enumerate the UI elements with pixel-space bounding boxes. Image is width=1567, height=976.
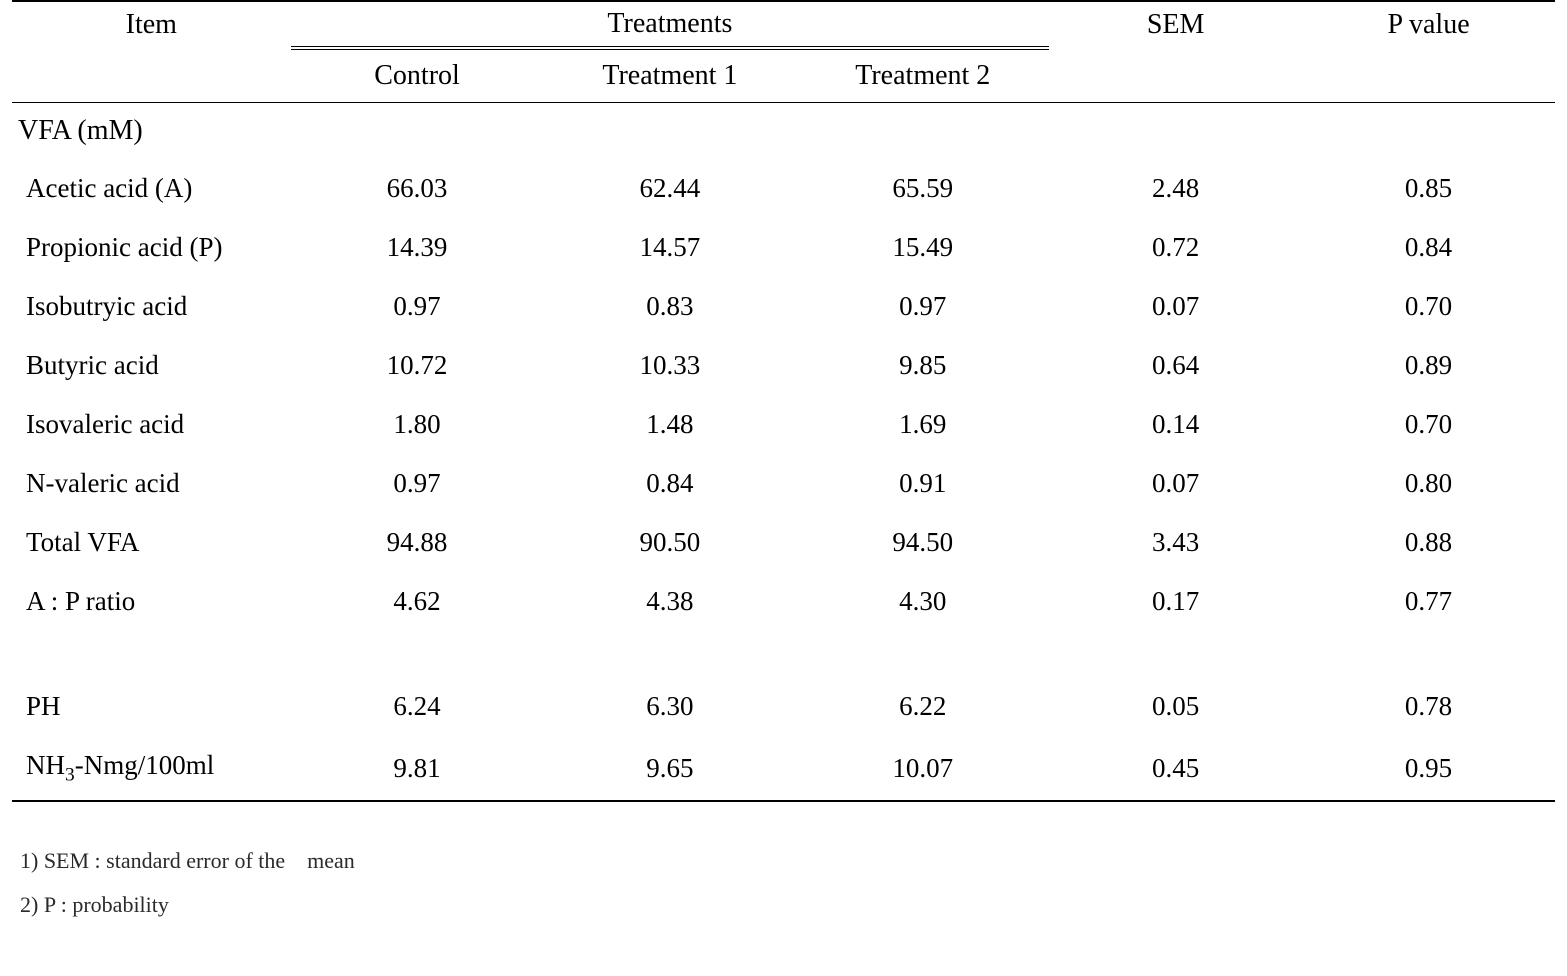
cell-value: 15.49: [796, 218, 1049, 277]
cell-value: 66.03: [291, 159, 544, 218]
cell-label: NH3-Nmg/100ml: [12, 736, 291, 801]
table-row: Isovaleric acid 1.80 1.48 1.69 0.14 0.70: [12, 395, 1555, 454]
cell-value: 14.39: [291, 218, 544, 277]
cell-value: 10.07: [796, 736, 1049, 801]
cell-label: PH: [12, 677, 291, 736]
cell-label: A : P ratio: [12, 572, 291, 631]
cell-value: 0.85: [1302, 159, 1555, 218]
cell-value: 1.80: [291, 395, 544, 454]
cell-value: 0.83: [543, 277, 796, 336]
data-table: Item Treatments SEM P value Control Trea…: [12, 0, 1555, 802]
cell-value: 4.30: [796, 572, 1049, 631]
cell-label: Isobutryic acid: [12, 277, 291, 336]
cell-value: 4.38: [543, 572, 796, 631]
cell-value: 6.22: [796, 677, 1049, 736]
cell-value: 2.48: [1049, 159, 1302, 218]
cell-value: 0.97: [291, 454, 544, 513]
cell-value: 94.50: [796, 513, 1049, 572]
cell-value: 0.78: [1302, 677, 1555, 736]
footnote: 1) SEM : standard error of the mean: [20, 848, 1555, 874]
table-row: Propionic acid (P) 14.39 14.57 15.49 0.7…: [12, 218, 1555, 277]
cell-value: 0.05: [1049, 677, 1302, 736]
footnotes: 1) SEM : standard error of the mean 2) P…: [12, 848, 1555, 918]
cell-value: 1.69: [796, 395, 1049, 454]
table-row: Acetic acid (A) 66.03 62.44 65.59 2.48 0…: [12, 159, 1555, 218]
section-label-vfa: VFA (mM): [12, 103, 1555, 160]
table-row: A : P ratio 4.62 4.38 4.30 0.17 0.77: [12, 572, 1555, 631]
cell-label: Butyric acid: [12, 336, 291, 395]
cell-value: 9.85: [796, 336, 1049, 395]
cell-value: 0.88: [1302, 513, 1555, 572]
cell-value: 6.24: [291, 677, 544, 736]
col-header-treatments: Treatments: [291, 1, 1050, 48]
cell-value: 0.84: [1302, 218, 1555, 277]
cell-value: 6.30: [543, 677, 796, 736]
col-header-sem: SEM: [1049, 1, 1302, 48]
cell-value: 10.72: [291, 336, 544, 395]
cell-value: 9.81: [291, 736, 544, 801]
cell-value: 62.44: [543, 159, 796, 218]
col-header-treatment2: Treatment 2: [796, 48, 1049, 103]
table-row: Isobutryic acid 0.97 0.83 0.97 0.07 0.70: [12, 277, 1555, 336]
cell-value: 0.95: [1302, 736, 1555, 801]
cell-label: Isovaleric acid: [12, 395, 291, 454]
cell-value: 4.62: [291, 572, 544, 631]
cell-value: 0.70: [1302, 277, 1555, 336]
cell-label: N-valeric acid: [12, 454, 291, 513]
cell-value: 0.70: [1302, 395, 1555, 454]
cell-value: 3.43: [1049, 513, 1302, 572]
cell-value: 0.14: [1049, 395, 1302, 454]
footnote: 2) P : probability: [20, 892, 1555, 918]
cell-value: 65.59: [796, 159, 1049, 218]
table-row: PH 6.24 6.30 6.22 0.05 0.78: [12, 677, 1555, 736]
col-header-item: Item: [12, 1, 291, 48]
cell-label: Total VFA: [12, 513, 291, 572]
cell-value: 14.57: [543, 218, 796, 277]
cell-value: 0.77: [1302, 572, 1555, 631]
cell-value: 9.65: [543, 736, 796, 801]
cell-value: 1.48: [543, 395, 796, 454]
table-row: N-valeric acid 0.97 0.84 0.91 0.07 0.80: [12, 454, 1555, 513]
cell-value: 0.45: [1049, 736, 1302, 801]
cell-label: Propionic acid (P): [12, 218, 291, 277]
cell-value: 10.33: [543, 336, 796, 395]
cell-value: 0.17: [1049, 572, 1302, 631]
cell-value: 94.88: [291, 513, 544, 572]
col-header-control: Control: [291, 48, 544, 103]
cell-value: 0.72: [1049, 218, 1302, 277]
cell-value: 0.80: [1302, 454, 1555, 513]
cell-value: 90.50: [543, 513, 796, 572]
cell-value: 0.89: [1302, 336, 1555, 395]
table-row: NH3-Nmg/100ml 9.81 9.65 10.07 0.45 0.95: [12, 736, 1555, 801]
cell-value: 0.97: [796, 277, 1049, 336]
cell-value: 0.84: [543, 454, 796, 513]
table-row: Butyric acid 10.72 10.33 9.85 0.64 0.89: [12, 336, 1555, 395]
cell-value: 0.91: [796, 454, 1049, 513]
table-row: Total VFA 94.88 90.50 94.50 3.43 0.88: [12, 513, 1555, 572]
cell-value: 0.07: [1049, 454, 1302, 513]
cell-value: 0.97: [291, 277, 544, 336]
cell-label: Acetic acid (A): [12, 159, 291, 218]
col-header-pvalue: P value: [1302, 1, 1555, 48]
col-header-treatment1: Treatment 1: [543, 48, 796, 103]
cell-value: 0.64: [1049, 336, 1302, 395]
cell-value: 0.07: [1049, 277, 1302, 336]
